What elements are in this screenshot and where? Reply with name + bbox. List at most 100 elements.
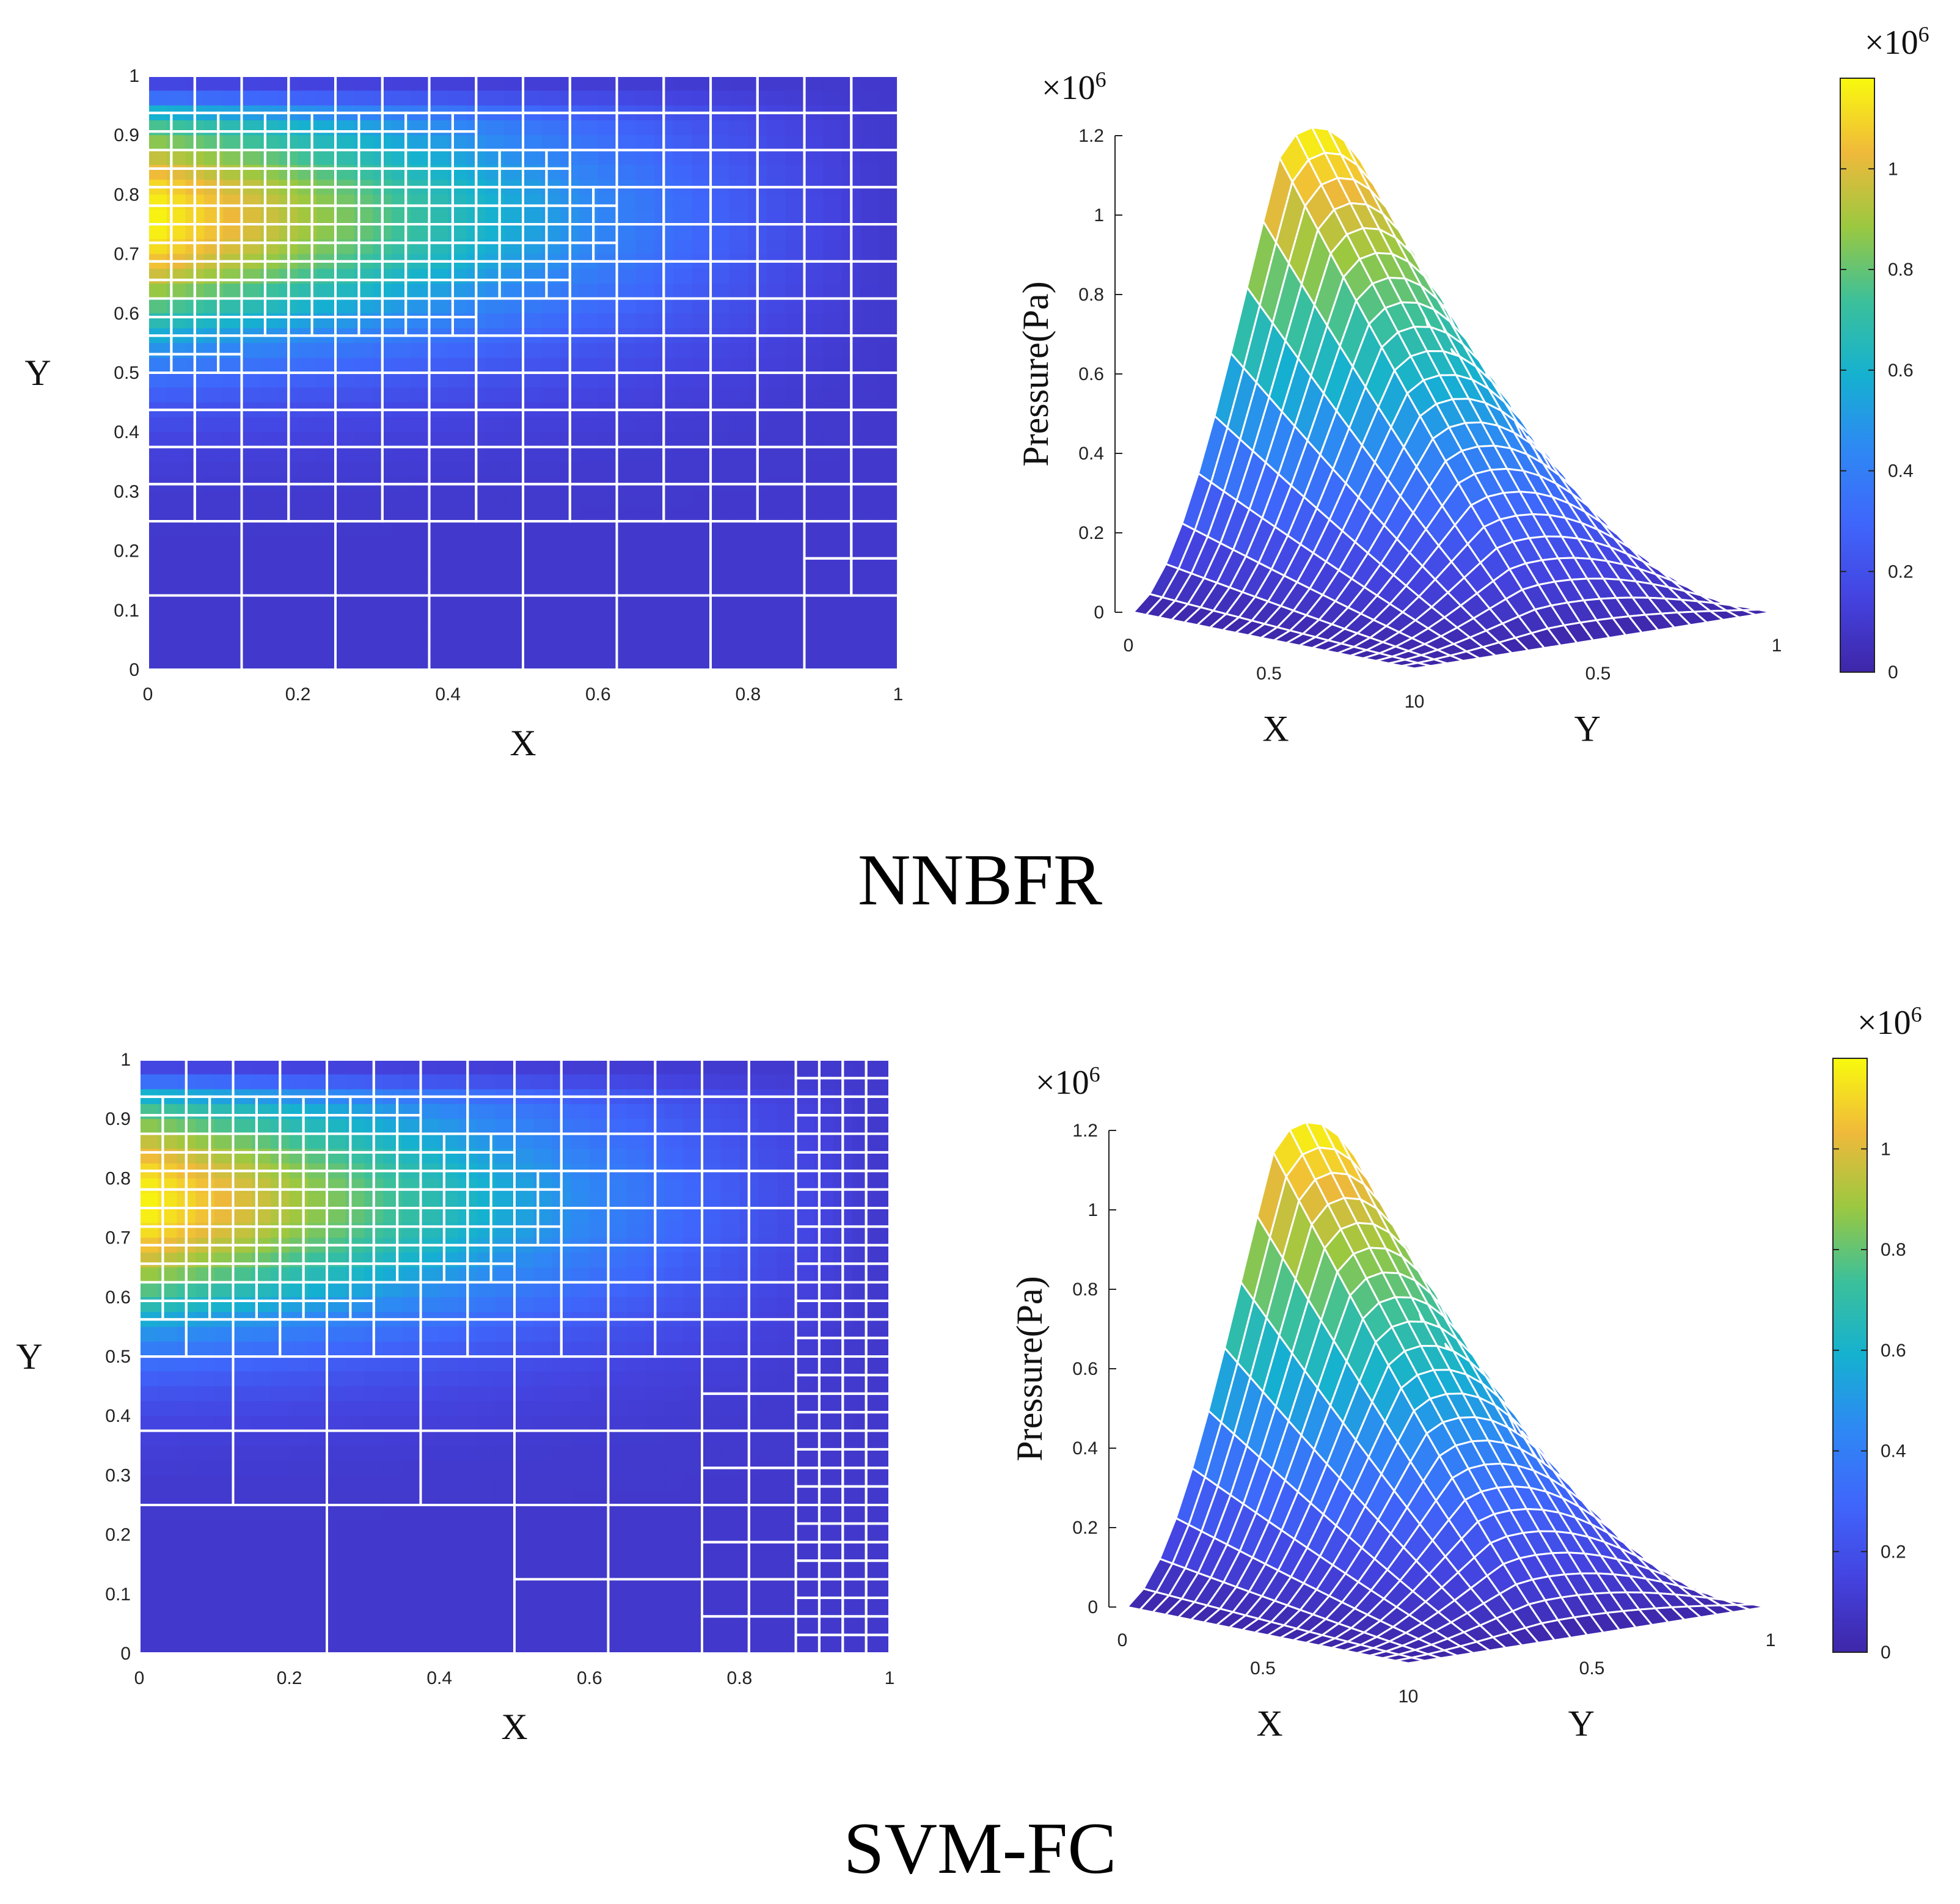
heatmap-cell xyxy=(364,1638,384,1654)
heatmap-cell xyxy=(571,1178,590,1194)
heatmap-cell xyxy=(383,1267,403,1283)
heatmap-cell xyxy=(589,1267,609,1283)
heatmap-cell xyxy=(260,432,280,448)
heatmap-cell xyxy=(477,1430,497,1446)
heatmap-cell xyxy=(289,1445,309,1461)
colorbar-gradient xyxy=(1840,78,1875,673)
heatmap-cell xyxy=(785,461,805,477)
heatmap-cell xyxy=(241,164,261,180)
heatmap-cell xyxy=(364,1371,384,1387)
heatmap-cell xyxy=(196,1074,215,1090)
heatmap-cell xyxy=(327,1371,346,1387)
heatmap-cell xyxy=(383,1490,403,1506)
heatmap-cell xyxy=(579,194,599,210)
heatmap-cell xyxy=(410,551,430,566)
heatmap-cell xyxy=(270,1564,290,1580)
heatmap-cell xyxy=(560,595,580,611)
heatmap-cell xyxy=(711,76,730,92)
heatmap-cell xyxy=(477,1520,497,1536)
heatmap-cell xyxy=(241,417,261,433)
heatmap-cell xyxy=(166,551,186,566)
heatmap-cell xyxy=(589,1327,609,1342)
heatmap-cell xyxy=(420,1490,440,1506)
heatmap-cell xyxy=(448,150,467,166)
heatmap-cell xyxy=(214,1074,234,1090)
heatmap-cell xyxy=(410,343,430,359)
heatmap-cell xyxy=(608,1282,627,1298)
heatmap-cell xyxy=(711,536,730,552)
heatmap-cell xyxy=(429,164,448,180)
heatmap-cell xyxy=(485,640,505,656)
heatmap-cell xyxy=(139,1549,159,1565)
heatmap-cell xyxy=(420,1282,440,1298)
heatmap-cell xyxy=(392,610,411,626)
heatmap-cell xyxy=(673,268,693,284)
heatmap-cell xyxy=(316,432,336,448)
heatmap-cell xyxy=(166,343,186,359)
heatmap-cell xyxy=(598,654,618,670)
heatmap-cell xyxy=(814,1133,834,1149)
heatmap-cell xyxy=(270,1416,290,1432)
heatmap-cell xyxy=(177,1475,196,1491)
heatmap-cell xyxy=(260,551,280,566)
heatmap-cell xyxy=(702,1208,722,1224)
heatmap-cell xyxy=(485,120,505,136)
heatmap-cell xyxy=(804,432,824,448)
heatmap-cell xyxy=(410,654,430,670)
heatmap-cell xyxy=(260,610,280,626)
heatmap-cell xyxy=(222,551,243,566)
heatmap-cell xyxy=(804,120,824,136)
heatmap-cell xyxy=(777,1549,797,1565)
heatmap-cell xyxy=(552,1534,571,1550)
heatmap-cell xyxy=(252,1475,271,1491)
heatmap-cell xyxy=(439,1282,459,1298)
heatmap-cell xyxy=(279,536,299,552)
heatmap-cell xyxy=(439,1193,459,1209)
heatmap-cell xyxy=(495,1104,515,1119)
heatmap-cell xyxy=(758,1148,778,1164)
heatmap-cell xyxy=(185,551,205,566)
heatmap-cell xyxy=(270,1460,290,1476)
heatmap-cell xyxy=(429,506,448,522)
heatmap-cell xyxy=(466,551,486,566)
heatmap-cell xyxy=(166,373,186,389)
heatmap-cell xyxy=(485,595,505,611)
heatmap-cell xyxy=(729,461,749,477)
heatmap-cell xyxy=(392,417,411,433)
heatmap-cell xyxy=(571,1401,590,1416)
heatmap-cell xyxy=(814,1060,834,1075)
heatmap-cell xyxy=(804,90,824,106)
heatmap-cell xyxy=(166,120,186,136)
heatmap-cell xyxy=(439,1341,459,1357)
heatmap-cell xyxy=(589,1534,609,1550)
heatmap-cell xyxy=(327,1490,346,1506)
heatmap-cell xyxy=(673,120,693,136)
z-tick-label: 0.4 xyxy=(1078,444,1104,464)
heatmap-cell xyxy=(354,565,374,581)
heatmap-cell xyxy=(664,1430,684,1446)
heatmap-cell xyxy=(758,1594,778,1609)
heatmap-cell xyxy=(823,224,843,240)
heatmap-cell xyxy=(158,1475,178,1491)
heatmap-cell xyxy=(354,343,374,359)
heatmap-cell xyxy=(158,1401,178,1416)
heatmap-cell xyxy=(233,1564,252,1580)
heatmap-cell xyxy=(664,1505,684,1521)
heatmap-cell xyxy=(589,1505,609,1521)
heatmap-cell xyxy=(270,1520,290,1536)
heatmap-cell xyxy=(252,1104,271,1119)
heatmap-cell xyxy=(316,580,336,596)
heatmap-cell xyxy=(589,1520,609,1536)
heatmap-cell xyxy=(729,521,749,537)
heatmap-cell xyxy=(495,1490,515,1506)
heatmap-cell xyxy=(252,1297,271,1313)
heatmap-panel-0: 0 0.2 0.4 0.6 0.8 100.10.20.30.40.50.60.70.80… xyxy=(24,66,903,763)
heatmap-cell xyxy=(683,1579,703,1595)
heatmap-cell xyxy=(158,1638,178,1654)
heatmap-cell xyxy=(514,1252,534,1268)
heatmap-cell xyxy=(627,1594,646,1609)
heatmap-cell xyxy=(166,417,186,433)
heatmap-cell xyxy=(608,1341,627,1357)
heatmap-cell xyxy=(823,610,843,626)
heatmap-cell xyxy=(702,1401,722,1416)
